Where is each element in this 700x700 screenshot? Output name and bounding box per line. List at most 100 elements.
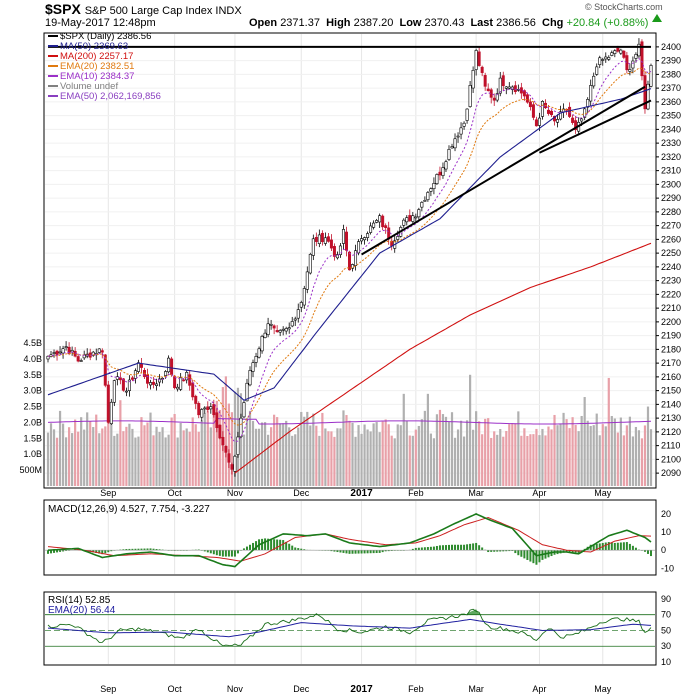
volume-bar	[571, 417, 574, 486]
x-tick-label: 2017	[350, 684, 373, 695]
macd-histogram-bar	[303, 549, 306, 551]
macd-histogram-bar	[363, 550, 366, 554]
volume-bar	[472, 429, 475, 486]
candle-body	[308, 254, 312, 274]
volume-bar	[592, 425, 595, 486]
volume-bar	[185, 428, 188, 486]
price-tick-label: 2350	[661, 111, 681, 121]
watermark: © StockCharts.com	[585, 2, 663, 12]
candle-body	[290, 321, 294, 327]
macd-histogram-bar	[487, 550, 490, 553]
macd-histogram-bar	[478, 545, 481, 551]
macd-histogram-bar	[351, 550, 354, 554]
volume-bar	[538, 435, 541, 486]
rsi-tick-label: 70	[661, 610, 671, 620]
x-tick-label: Apr	[532, 684, 546, 694]
macd-histogram-bar	[98, 550, 101, 554]
macd-histogram-bar	[273, 539, 276, 551]
candle-body	[215, 412, 219, 428]
candle-body	[329, 239, 333, 249]
volume-bar	[523, 428, 526, 486]
candle-body	[170, 358, 174, 375]
volume-bar	[230, 412, 234, 486]
price-tick-label: 2290	[661, 193, 681, 203]
candle-body	[646, 83, 650, 110]
open-label: Open	[249, 17, 278, 29]
candle-body	[534, 119, 538, 127]
candle-body	[323, 237, 327, 244]
candle-body	[275, 330, 279, 333]
macd-histogram-bar	[221, 550, 224, 557]
macd-histogram-bar	[294, 547, 297, 551]
macd-histogram-bar	[288, 543, 291, 551]
volume-bar	[270, 427, 273, 486]
price-tick-label: 2130	[661, 413, 681, 423]
x-tick-label: Feb	[408, 488, 424, 498]
open-value: 2371.37	[280, 17, 320, 29]
volume-bar	[381, 421, 384, 486]
macd-histogram-bar	[610, 542, 613, 551]
macd-histogram-bar	[475, 542, 478, 551]
candle-body	[230, 464, 234, 470]
candle-body	[266, 323, 270, 335]
macd-histogram-bar	[622, 542, 625, 551]
volume-bar	[586, 420, 589, 486]
volume-bar	[393, 438, 396, 486]
ema20-line	[47, 67, 652, 426]
macd-histogram-bar	[197, 549, 200, 551]
volume-bar	[450, 412, 454, 486]
macd-histogram-bar	[152, 548, 155, 551]
candle-body	[504, 86, 508, 89]
candle-body	[480, 66, 484, 73]
volume-bar	[387, 424, 390, 486]
candle-body	[486, 88, 490, 91]
candle-body	[492, 97, 496, 101]
candle-body	[338, 245, 342, 255]
up-arrow-icon	[652, 14, 662, 22]
macd-histogram-bar	[628, 543, 631, 551]
volume-bar	[643, 425, 647, 486]
macd-histogram-bar	[242, 548, 245, 551]
volume-bar	[161, 427, 164, 486]
volume-bar	[158, 431, 161, 486]
candle-body	[269, 323, 273, 326]
volume-bar	[604, 426, 607, 486]
macd-histogram-bar	[161, 549, 164, 551]
macd-histogram-bar	[438, 545, 441, 551]
volume-bar	[405, 420, 408, 486]
candle-body	[158, 378, 162, 383]
macd-histogram-bar	[252, 542, 255, 551]
macd-histogram-bar	[625, 542, 628, 551]
macd-histogram-bar	[230, 550, 233, 557]
candle-body	[272, 325, 276, 329]
candle-body	[498, 77, 502, 94]
ma200-line	[234, 242, 652, 474]
macd-histogram-bar	[481, 547, 484, 551]
macd-histogram-bar	[270, 538, 273, 551]
macd-histogram-bar	[143, 548, 146, 551]
volume-bar	[438, 409, 442, 486]
volume-bar	[568, 428, 571, 486]
price-tick-label: 2240	[661, 262, 681, 272]
candle-body	[456, 135, 460, 138]
candle-body	[640, 41, 644, 77]
price-tick-label: 2190	[661, 331, 681, 341]
volume-bar	[251, 420, 255, 486]
macd-histogram-bar	[149, 548, 152, 551]
volume-bar	[297, 427, 300, 486]
legend-swatch	[48, 75, 58, 78]
candle-body	[405, 217, 409, 223]
macd-histogram-bar	[333, 550, 336, 552]
candle-body	[221, 436, 225, 446]
legend-item: EMA(10) 2384.37	[48, 71, 134, 82]
candle-body	[528, 101, 532, 108]
volume-bar	[260, 422, 264, 486]
macd-histogram-bar	[330, 550, 333, 552]
volume-bar	[384, 419, 387, 486]
candle-body	[293, 318, 297, 321]
legend-label: EMA(20) 2382.51	[60, 61, 135, 72]
volume-bar	[345, 415, 348, 486]
candle-body	[429, 188, 433, 192]
candle-body	[613, 50, 617, 54]
candle-body	[136, 362, 140, 372]
